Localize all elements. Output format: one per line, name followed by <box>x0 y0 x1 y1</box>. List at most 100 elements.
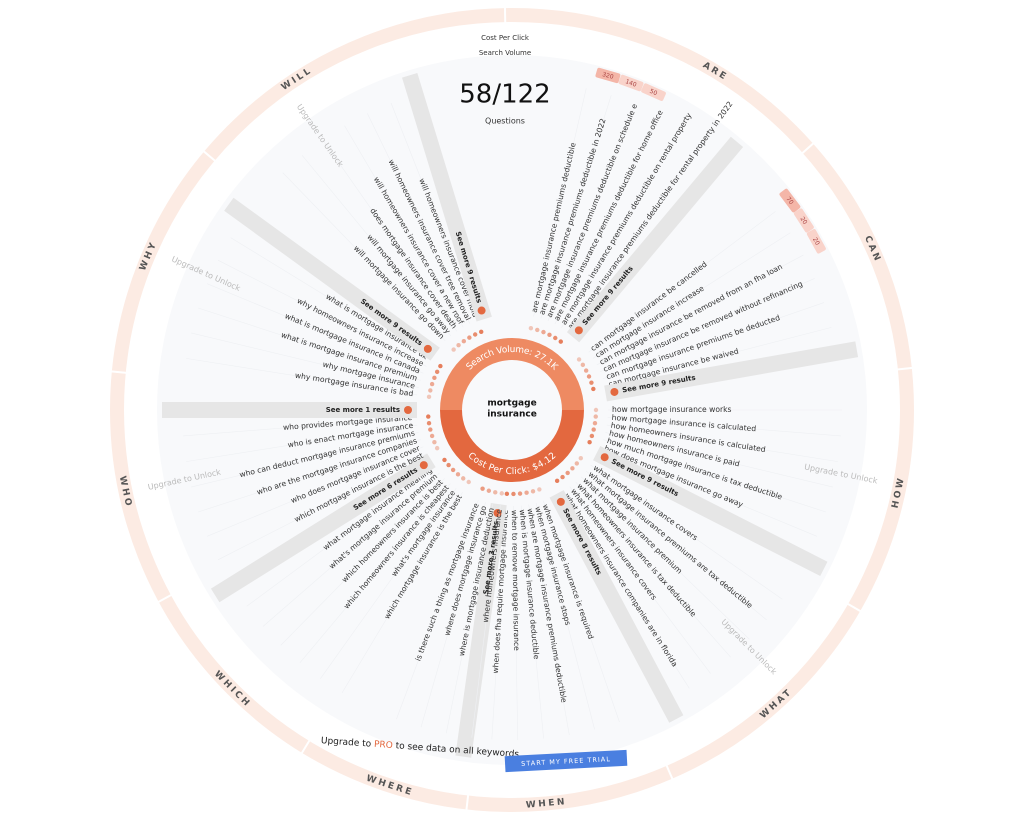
volume-dot <box>589 380 594 385</box>
volume-dot <box>461 338 467 344</box>
question-guide <box>561 126 683 328</box>
volume-chip-label: 20 <box>811 236 821 246</box>
volume-dot <box>426 420 432 426</box>
trial-button[interactable]: START MY FREE TRIAL <box>504 749 628 773</box>
see-more-bar <box>402 72 492 322</box>
trial-button-bg[interactable] <box>504 749 628 773</box>
volume-dot <box>429 381 435 387</box>
question-guide <box>563 490 690 689</box>
question-guide <box>471 505 501 738</box>
see-more-bar <box>455 502 507 758</box>
volume-dot <box>461 476 466 481</box>
volume-chip: 70 <box>779 188 801 213</box>
volume-dot <box>591 386 596 392</box>
volume-dot <box>587 439 592 445</box>
upgrade-pro[interactable]: PRO <box>374 739 393 750</box>
volume-dot <box>591 427 596 432</box>
question: how mortgage insurance works <box>612 405 732 414</box>
question-guide <box>513 505 519 740</box>
see-more-bar <box>549 490 684 723</box>
see-more-icon <box>419 461 428 470</box>
see-more-bar <box>604 341 859 402</box>
keyword-line: mortgage <box>487 399 536 409</box>
volume-dot <box>586 374 592 379</box>
question-guide <box>230 237 431 361</box>
volume-chip-bg <box>779 188 801 213</box>
volume-dot <box>541 329 546 335</box>
see-more-bar <box>224 197 440 361</box>
question-count: 58/122 <box>459 80 550 110</box>
see-more-icon <box>600 453 609 462</box>
volume-dot <box>480 486 485 491</box>
question-guide <box>341 492 463 694</box>
question-guide <box>282 172 446 342</box>
question-guide <box>528 504 570 736</box>
volume-dot <box>450 467 456 473</box>
volume-chip-bg <box>793 208 814 233</box>
ring-separator <box>665 763 675 781</box>
volume-dot <box>428 388 433 393</box>
question-guide <box>603 439 826 513</box>
question-guide <box>186 424 418 462</box>
question-guide <box>367 113 471 324</box>
sector-label: WHEN <box>526 797 568 811</box>
question-guide <box>540 95 612 319</box>
question-guide <box>606 424 838 462</box>
volume-dot <box>593 414 598 419</box>
volume-dot <box>558 339 563 344</box>
volume-dot <box>560 474 565 480</box>
volume-dot <box>472 332 478 337</box>
question-guide <box>344 125 464 328</box>
question-guide <box>182 417 417 437</box>
volume-dot <box>493 490 498 495</box>
question-guide <box>590 464 783 600</box>
question-guide <box>567 141 704 333</box>
volume-dot <box>576 357 582 362</box>
question-guide <box>320 487 457 679</box>
volume-dot <box>432 375 437 381</box>
volume-dot <box>446 462 451 468</box>
see-more-bar <box>210 453 436 603</box>
volume-chip-label: 320 <box>601 71 614 81</box>
question-guide <box>299 483 451 663</box>
question-guide <box>607 417 842 437</box>
cpc-legend: Cost Per Click <box>481 34 530 42</box>
question-guide <box>592 232 791 359</box>
question-guide <box>217 259 427 367</box>
volume-chip-bg <box>595 67 621 84</box>
question-guide <box>420 502 486 728</box>
volume-chip: 140 <box>618 74 644 92</box>
volume-dot <box>592 420 598 426</box>
ring-separator <box>156 593 174 604</box>
sector-label: WHAT <box>758 687 794 721</box>
volume-dot <box>574 461 580 466</box>
sector-label: WHICH <box>212 669 253 710</box>
upgrade-prefix: Upgrade to <box>321 736 372 750</box>
question-guide <box>217 453 427 561</box>
volume-dot <box>429 433 435 439</box>
question-guide <box>535 502 595 730</box>
volume-dot <box>479 329 484 335</box>
ring-separator <box>109 370 128 374</box>
ring-separator <box>895 366 914 371</box>
question-guide <box>604 327 832 387</box>
volume-dot <box>455 472 461 477</box>
see-more-bar <box>566 136 744 343</box>
volume-dot <box>504 491 510 497</box>
volume-dot <box>589 433 595 439</box>
question-guide <box>396 499 479 720</box>
volume-chip-bg <box>618 74 644 92</box>
see-more-link[interactable]: See more 1 results <box>326 406 400 414</box>
see-more-icon <box>610 387 619 396</box>
volume-dot <box>428 427 433 432</box>
cpc-arc <box>440 410 584 482</box>
sector-background <box>157 55 867 765</box>
volume-dot <box>511 491 516 497</box>
ring-separator <box>465 793 470 812</box>
question-guide <box>207 446 424 537</box>
volume-chip: 320 <box>595 67 621 84</box>
volume-dot <box>466 479 471 485</box>
volume-dot <box>426 414 431 419</box>
volume-dot <box>593 407 599 413</box>
